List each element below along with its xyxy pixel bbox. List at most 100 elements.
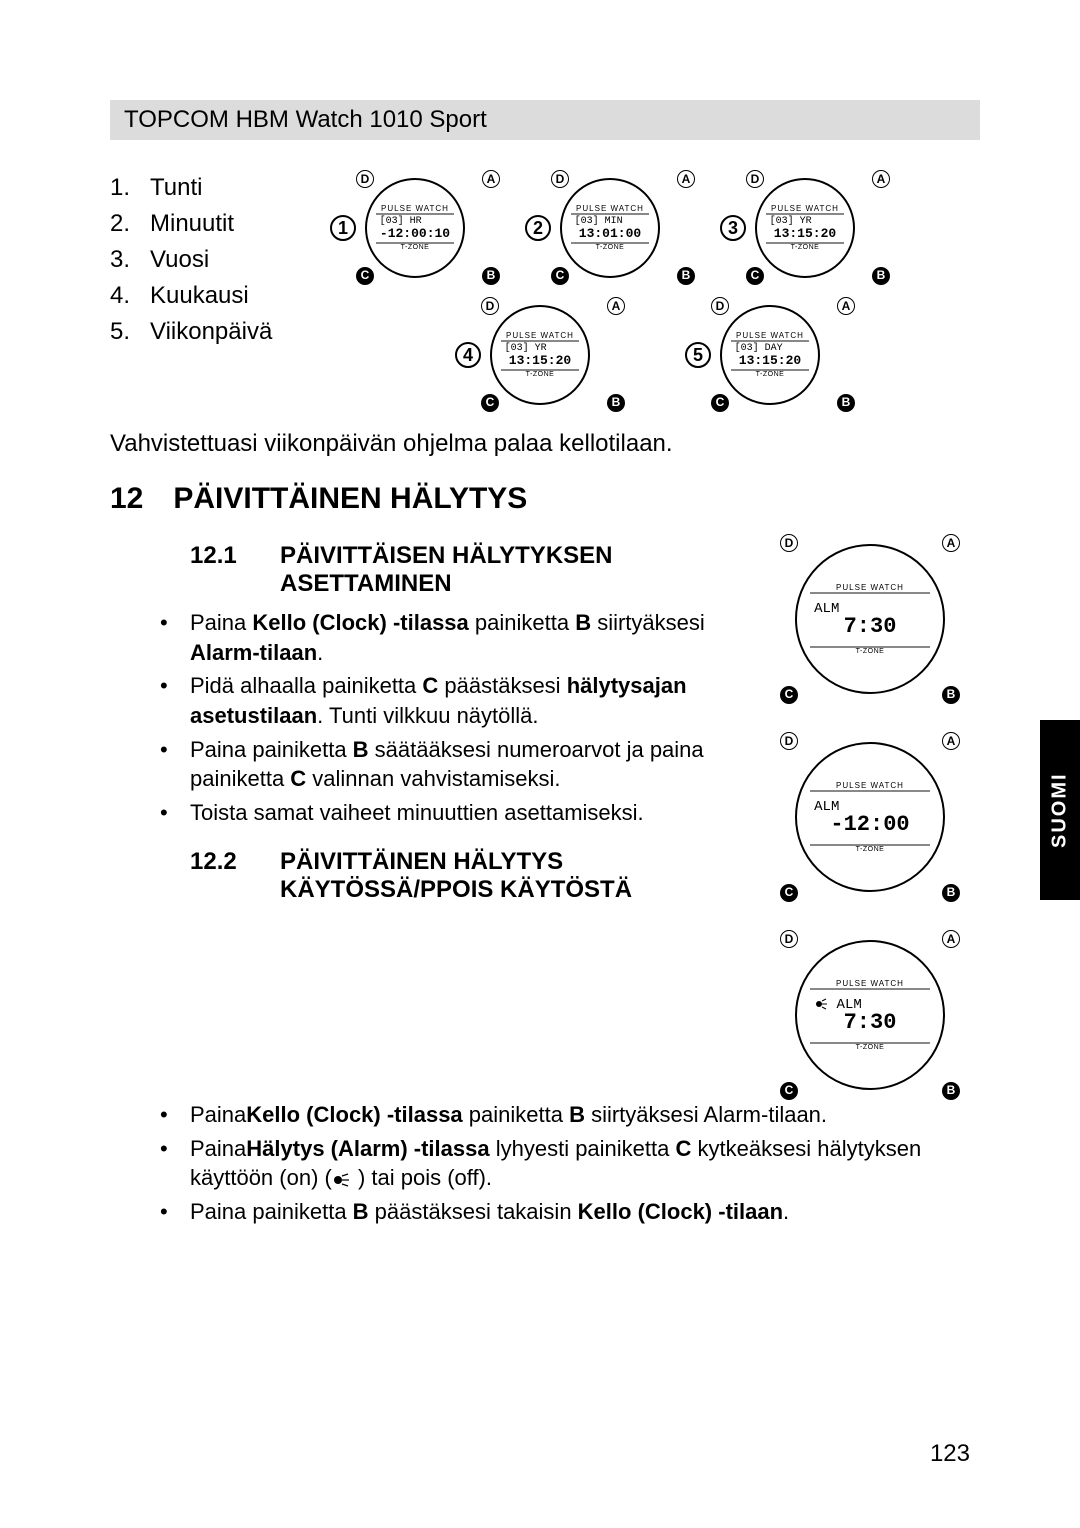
button-a-label: A (942, 732, 960, 750)
watch-dial: D A C B PULSE WATCH ALM 7:30 T-ZONE (770, 930, 970, 1100)
section-12-text: 12.1 PÄIVITTÄISEN HÄLYTYKSEN ASETTAMINEN… (110, 534, 740, 914)
section-title: PÄIVITTÄINEN HÄLYTYS (173, 482, 527, 516)
dial-bottom-label: T-ZONE (526, 371, 555, 378)
bullet-item: Paina painiketta B päästäksesi takaisin … (160, 1197, 980, 1227)
button-b-label: B (942, 1082, 960, 1100)
dial-line1: [03] MIN (571, 217, 650, 227)
button-b-label: B (872, 267, 890, 285)
dial-bottom-label: T-ZONE (791, 244, 820, 251)
dial-line2: 13:01:00 (571, 227, 650, 240)
dial-bottom-label: T-ZONE (856, 648, 885, 655)
watch-face: PULSE WATCH ALM 7:30 T-ZONE (795, 940, 945, 1090)
bullet-item: PainaKello (Clock) -tilassa painiketta B… (160, 1100, 980, 1130)
dial-line2: 13:15:20 (501, 354, 580, 367)
dial-line2: 7:30 (810, 616, 930, 638)
watch-dial: 2 D A C B PULSE WATCH [03] MIN 13:01:00 … (525, 170, 695, 285)
alarm-icon (332, 1173, 352, 1187)
dial-top-label: PULSE WATCH (381, 204, 449, 213)
header-title: TOPCOM HBM Watch 1010 Sport (124, 106, 487, 133)
button-c-label: C (746, 267, 764, 285)
subsection-title: PÄIVITTÄISEN HÄLYTYKSEN ASETTAMINEN (280, 542, 740, 598)
dial-badge: 4 (455, 342, 481, 368)
dial-screen: [03] YR 13:15:20 (501, 340, 580, 371)
button-a-label: A (942, 534, 960, 552)
button-d-label: D (711, 297, 729, 315)
page: TOPCOM HBM Watch 1010 Sport 1.Tunti 2.Mi… (0, 0, 1080, 1528)
watch-dial: 3 D A C B PULSE WATCH [03] YR 13:15:20 T… (720, 170, 890, 285)
watch-face: PULSE WATCH ALM -12:00 T-ZONE (795, 742, 945, 892)
button-d-label: D (780, 534, 798, 552)
bullet-item: Toista samat vaiheet minuuttien asettami… (160, 798, 740, 828)
section-12-1-heading: 12.1 PÄIVITTÄISEN HÄLYTYKSEN ASETTAMINEN (110, 542, 740, 598)
dial-top-label: PULSE WATCH (736, 331, 804, 340)
dial-bottom-label: T-ZONE (401, 244, 430, 251)
top-section: 1.Tunti 2.Minuutit 3.Vuosi 4.Kuukausi 5.… (110, 170, 980, 400)
dial-top-label: PULSE WATCH (506, 331, 574, 340)
button-b-label: B (607, 394, 625, 412)
dial-line1: [03] YR (766, 217, 845, 227)
dial-top-label: PULSE WATCH (836, 979, 904, 988)
bullet-item: Paina Kello (Clock) -tilassa painiketta … (160, 608, 740, 667)
bullet-item: Pidä alhaalla painiketta C päästäksesi h… (160, 671, 740, 730)
dial-bottom-label: T-ZONE (596, 244, 625, 251)
language-tab: SUOMI (1040, 720, 1080, 900)
button-c-label: C (711, 394, 729, 412)
watch-face: PULSE WATCH [03] YR 13:15:20 T-ZONE (755, 178, 855, 278)
dial-screen: ALM 7:30 (810, 592, 930, 648)
button-c-label: C (780, 686, 798, 704)
button-a-label: A (677, 170, 695, 188)
section-12-body: 12.1 PÄIVITTÄISEN HÄLYTYKSEN ASETTAMINEN… (110, 534, 980, 1100)
bullets-12-2: PainaKello (Clock) -tilassa painiketta B… (110, 1100, 980, 1227)
bullet-item: PainaHälytys (Alarm) -tilassa lyhyesti p… (160, 1134, 980, 1193)
subsection-number: 12.2 (190, 848, 250, 904)
dial-line1: [03] HR (376, 217, 455, 227)
dial-line2: 13:15:20 (731, 354, 810, 367)
button-b-label: B (482, 267, 500, 285)
watch-face: PULSE WATCH [03] HR -12:00:10 T-ZONE (365, 178, 465, 278)
dial-line1: [03] YR (501, 344, 580, 354)
button-a-label: A (607, 297, 625, 315)
watch-dial: 5 D A C B PULSE WATCH [03] DAY 13:15:20 … (685, 297, 855, 412)
button-b-label: B (942, 686, 960, 704)
dial-screen: [03] DAY 13:15:20 (731, 340, 810, 371)
bullet-item: Paina painiketta B säätääksesi numeroarv… (160, 735, 740, 794)
dial-top-label: PULSE WATCH (836, 781, 904, 790)
page-number: 123 (930, 1440, 970, 1468)
section-12-2-heading: 12.2 PÄIVITTÄINEN HÄLYTYS KÄYTÖSSÄ/PPOIS… (110, 848, 740, 904)
button-a-label: A (942, 930, 960, 948)
button-c-label: C (481, 394, 499, 412)
watch-dial: D A C B PULSE WATCH ALM 7:30 T-ZONE (770, 534, 970, 704)
button-d-label: D (780, 930, 798, 948)
legend-item: 4.Kuukausi (110, 278, 310, 314)
watch-face: PULSE WATCH ALM 7:30 T-ZONE (795, 544, 945, 694)
button-a-label: A (482, 170, 500, 188)
button-c-label: C (780, 884, 798, 902)
watch-face: PULSE WATCH [03] MIN 13:01:00 T-ZONE (560, 178, 660, 278)
button-c-label: C (780, 1082, 798, 1100)
watch-dial-grid: 1 D A C B PULSE WATCH [03] HR -12:00:10 … (330, 170, 980, 400)
button-c-label: C (356, 267, 374, 285)
button-a-label: A (872, 170, 890, 188)
watch-dial: 1 D A C B PULSE WATCH [03] HR -12:00:10 … (330, 170, 500, 285)
legend-item: 5.Viikonpäivä (110, 314, 310, 350)
dial-badge: 2 (525, 215, 551, 241)
bullets-12-1: Paina Kello (Clock) -tilassa painiketta … (110, 608, 740, 828)
dial-badge: 1 (330, 215, 356, 241)
dial-top-label: PULSE WATCH (836, 583, 904, 592)
dial-line2: -12:00:10 (376, 227, 455, 240)
alarm-icon (814, 998, 828, 1010)
legend-list: 1.Tunti 2.Minuutit 3.Vuosi 4.Kuukausi 5.… (110, 170, 310, 350)
button-a-label: A (837, 297, 855, 315)
dial-top-label: PULSE WATCH (771, 204, 839, 213)
watch-dial: 4 D A C B PULSE WATCH [03] YR 13:15:20 T… (455, 297, 625, 412)
header-bar: TOPCOM HBM Watch 1010 Sport (110, 100, 980, 140)
button-b-label: B (677, 267, 695, 285)
dial-badge: 3 (720, 215, 746, 241)
dial-line2: -12:00 (810, 814, 930, 836)
button-d-label: D (746, 170, 764, 188)
button-d-label: D (356, 170, 374, 188)
subsection-number: 12.1 (190, 542, 250, 598)
watch-dial: D A C B PULSE WATCH ALM -12:00 T-ZONE (770, 732, 970, 902)
button-c-label: C (551, 267, 569, 285)
dial-badge: 5 (685, 342, 711, 368)
